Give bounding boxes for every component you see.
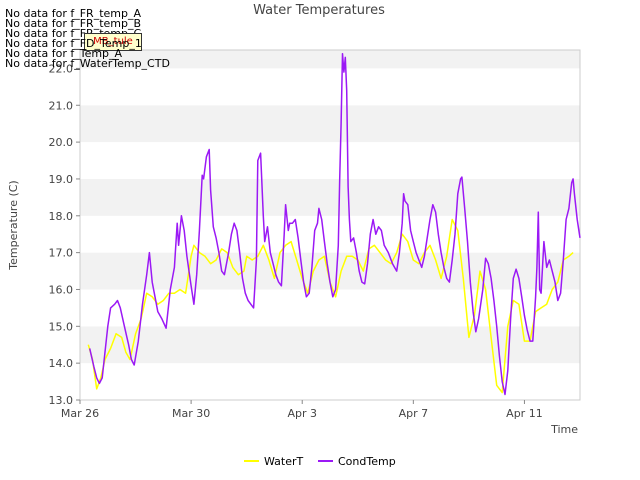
no-data-message: No data for f_FD_Temp_1 [5,37,142,50]
grid-band [80,142,580,179]
y-axis: 13.0 14.0 15.0 16.0 17.0 18.0 19.0 20.0 21.0 22.0 [49,62,80,407]
grid-band [80,178,580,216]
no-data-message: No data for f_FR_temp_B [5,17,142,30]
y-tick-label: 15.0 [49,320,74,333]
legend: WaterT CondTemp [244,455,396,468]
x-tick-label: Mar 26 [61,407,99,420]
y-tick-label: 22.0 [49,62,74,75]
y-tick-label: 16.0 [49,283,74,296]
y-tick-label: 17.0 [49,247,74,260]
x-tick-label: Apr 7 [399,407,429,420]
no-data-message: No data for f_FR_temp_C [5,27,142,40]
x-tick-label: Apr 11 [506,407,543,420]
no-data-message: No data for f_Temp_A [5,47,123,60]
y-tick-label: 14.0 [49,357,74,370]
chart-title: Water Temperatures [253,3,385,18]
y-axis-label: Temperature (C) [7,180,20,270]
x-axis-label: Time [550,423,578,436]
x-axis: Mar 26 Mar 30 Apr 3 Apr 7 Apr 11 [61,400,543,420]
grid-band [80,50,580,69]
site-badge: MB_tule [84,33,142,51]
grid-band [80,105,580,143]
series-line-condtemp [88,52,581,396]
x-tick-label: Mar 30 [172,407,210,420]
y-tick-label: 13.0 [49,394,74,407]
no-data-message: No data for f_FR_temp_A [5,7,141,20]
y-tick-label: 20.0 [49,136,74,149]
grid-band [80,68,580,106]
legend-label: CondTemp [338,455,396,468]
y-tick-label: 21.0 [49,99,74,112]
series-line-watert [87,218,574,394]
legend-label: WaterT [264,455,304,468]
grid-band [80,215,580,253]
y-tick-label: 19.0 [49,173,74,186]
x-tick-label: Apr 3 [287,407,317,420]
series-lines [87,52,581,396]
plot-frame [79,49,581,401]
no-data-message: No data for f_WaterTemp_CTD [5,57,170,70]
plot-background-bands [80,50,580,400]
y-tick-label: 18.0 [49,210,74,223]
